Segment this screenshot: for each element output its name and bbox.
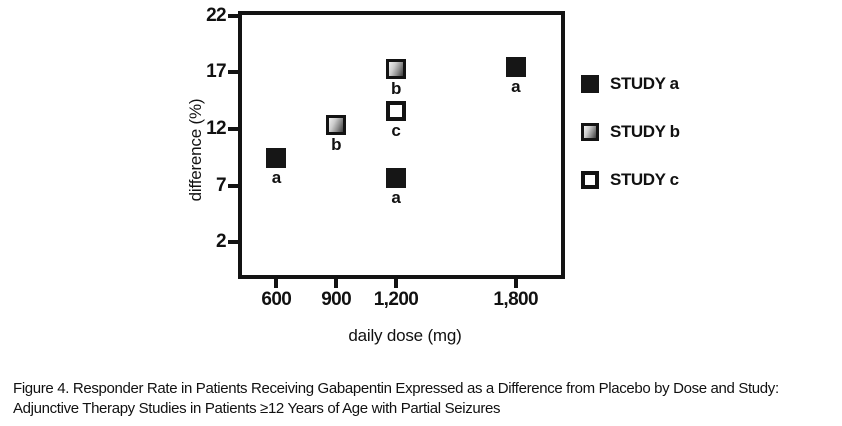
x-axis-tick [513, 275, 518, 288]
legend-label: STUDY c [610, 170, 679, 189]
legend-label: STUDY a [610, 74, 679, 93]
y-axis-tick-label: 22 [206, 4, 227, 26]
data-point-marker [386, 167, 406, 188]
y-axis-tick [228, 126, 242, 131]
y-axis-tick [228, 13, 242, 18]
data-point-letter: b [390, 78, 402, 98]
data-point-marker [266, 148, 287, 169]
data-point-marker [386, 58, 406, 79]
legend: STUDY a STUDY b STUDY c [581, 74, 680, 218]
y-axis-tick-label: 17 [206, 61, 227, 83]
y-axis-tick-label: 2 [216, 231, 227, 253]
x-axis-tick-label: 1,800 [493, 289, 538, 310]
x-axis-tick [274, 275, 279, 288]
y-axis-tick [228, 70, 242, 75]
x-axis-tick-label: 1,200 [373, 289, 419, 310]
legend-swatch-open-square [581, 171, 599, 189]
data-point-letter: a [391, 187, 401, 207]
data-point-marker [386, 100, 406, 121]
x-axis-tick [334, 275, 339, 288]
figure-caption: Figure 4. Responder Rate in Patients Rec… [13, 379, 837, 419]
y-axis-tick [228, 183, 242, 188]
data-point-letter: a [511, 76, 521, 96]
legend-item: STUDY c [581, 170, 680, 190]
legend-item: STUDY a [581, 74, 680, 94]
y-axis-tick-label: 7 [216, 174, 227, 196]
data-point-letter: b [331, 135, 342, 155]
data-point-letter: a [271, 168, 281, 188]
data-point-marker [505, 56, 526, 77]
y-axis-tick-label: 12 [206, 117, 227, 139]
legend-item: STUDY b [581, 122, 680, 142]
legend-label: STUDY b [610, 122, 680, 141]
figure-caption-line-1: Figure 4. Responder Rate in Patients Rec… [13, 380, 779, 397]
y-axis-tick [228, 240, 242, 245]
plot-frame [238, 11, 565, 279]
x-axis-tick [394, 275, 398, 288]
legend-swatch-gradient-square [581, 123, 599, 141]
legend-swatch-black-square [581, 75, 599, 93]
x-axis-label: daily dose (mg) [348, 326, 462, 345]
data-point-letter: c [391, 120, 401, 140]
x-axis-tick-label: 600 [261, 289, 292, 310]
x-axis-tick-label: 900 [321, 289, 352, 310]
figure-caption-line-2: Adjunctive Therapy Studies in Patients ≥… [13, 400, 501, 417]
data-point-marker [326, 115, 347, 136]
